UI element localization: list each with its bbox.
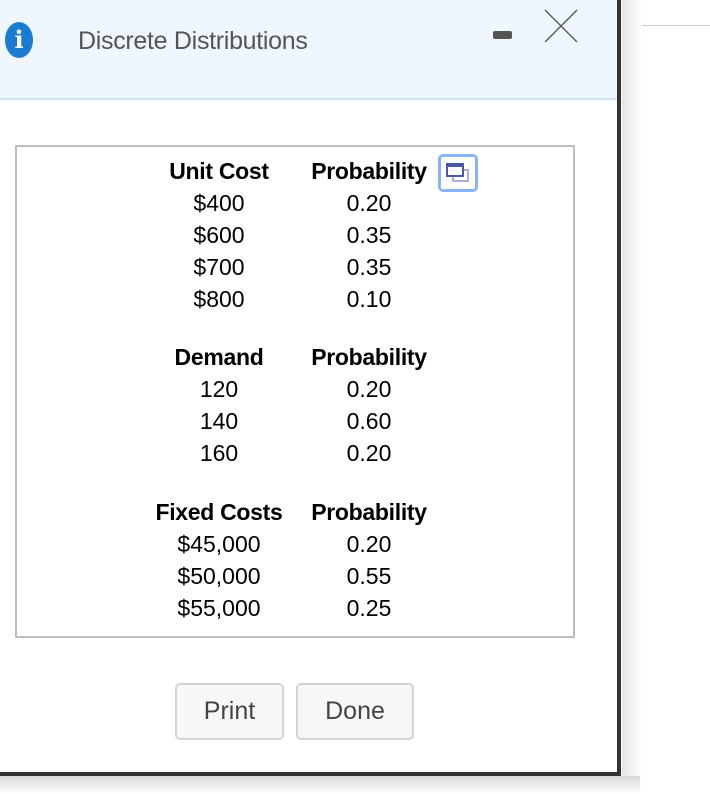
expand-window-button[interactable] (438, 154, 478, 192)
dialog-title: Discrete Distributions (78, 27, 308, 55)
value-cell: 120 (199, 376, 239, 402)
probability-cell: 0.25 (346, 595, 392, 621)
minimize-button[interactable] (490, 28, 524, 42)
probability-cell: 0.60 (346, 408, 392, 434)
table-header: Demand (174, 344, 264, 370)
discrete-distributions-dialog: i Discrete Distributions Unit Cost Probab… (0, 0, 621, 776)
probability-cell: 0.20 (346, 376, 392, 402)
value-cell: $55,000 (177, 595, 261, 621)
probability-cell: 0.20 (346, 190, 392, 216)
table-header: Probability (311, 499, 427, 525)
table-header: Probability (311, 344, 427, 370)
close-icon (544, 9, 578, 43)
probability-cell: 0.35 (346, 222, 392, 248)
value-cell: $50,000 (177, 563, 261, 589)
table-header: Probability (311, 158, 427, 184)
value-cell: $400 (193, 190, 245, 216)
probability-cell: 0.10 (346, 286, 392, 312)
probability-cell: 0.20 (346, 440, 392, 466)
minimize-icon (493, 31, 512, 39)
expand-window-icon (446, 163, 469, 182)
value-cell: $600 (193, 222, 245, 248)
dialog-shadow-bottom (0, 776, 640, 794)
probability-cell: 0.20 (346, 531, 392, 557)
background-divider (622, 25, 710, 26)
close-button[interactable] (543, 8, 579, 44)
value-cell: $800 (193, 286, 245, 312)
value-cell: 140 (199, 408, 239, 434)
distributions-content (15, 145, 575, 638)
info-icon: i (5, 22, 33, 58)
dialog-header: i Discrete Distributions (0, 0, 617, 100)
table-header: Fixed Costs (155, 499, 283, 525)
table-header: Unit Cost (169, 158, 269, 184)
value-cell: $700 (193, 254, 245, 280)
dialog-shadow-right (622, 0, 642, 790)
print-button[interactable]: Print (175, 683, 284, 740)
probability-cell: 0.35 (346, 254, 392, 280)
done-button[interactable]: Done (296, 683, 414, 740)
value-cell: 160 (199, 440, 239, 466)
probability-cell: 0.55 (346, 563, 392, 589)
value-cell: $45,000 (177, 531, 261, 557)
